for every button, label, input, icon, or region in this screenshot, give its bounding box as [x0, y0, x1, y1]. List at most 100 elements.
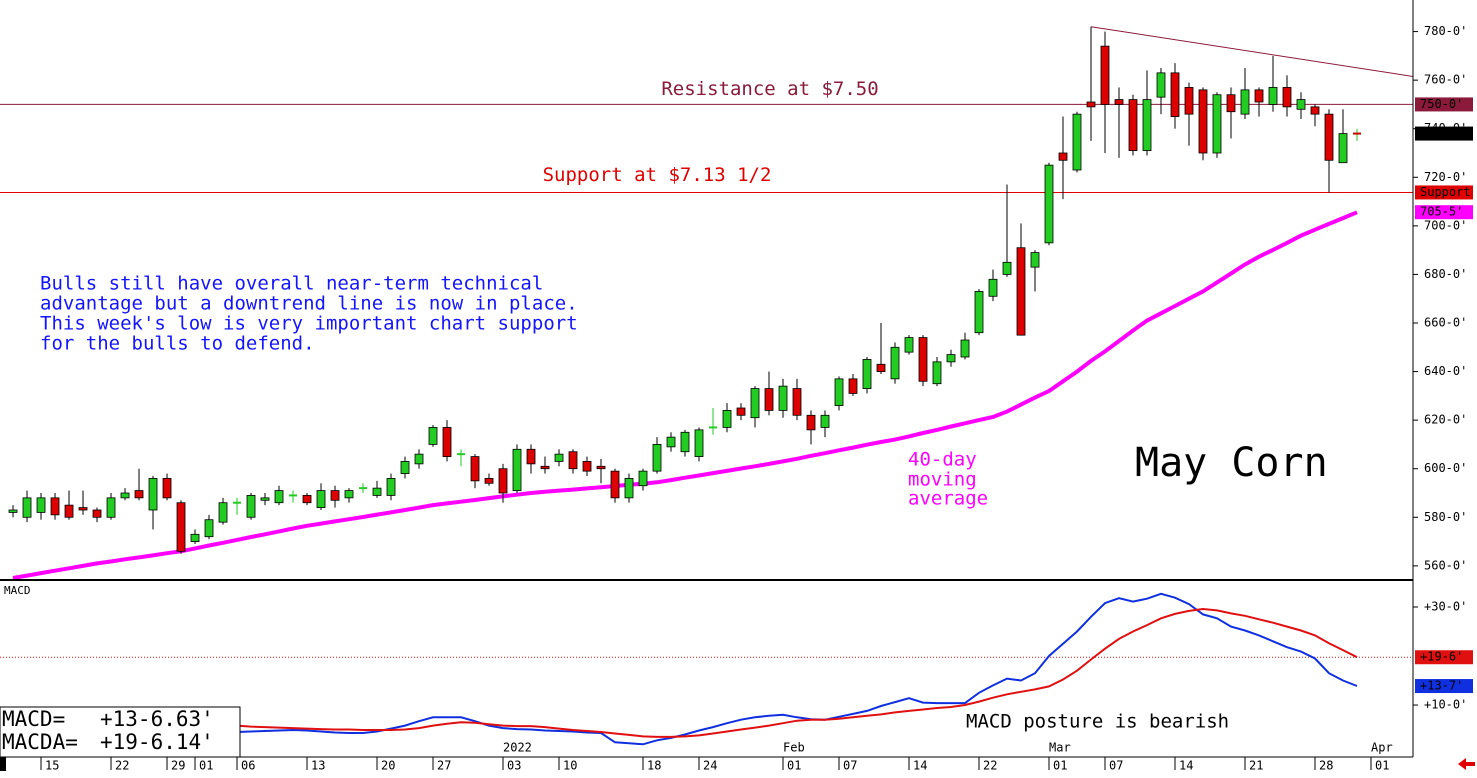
candle-body: [512, 448, 522, 491]
candle-body: [904, 337, 914, 353]
value-box-label: 705-5': [1420, 205, 1463, 219]
note-line: Bulls still have overall near-term techn…: [40, 273, 543, 295]
candle-body: [1142, 99, 1152, 151]
candle-body: [848, 378, 858, 394]
candle-body: [176, 502, 186, 552]
candle-body: [400, 461, 410, 474]
candle-body: [148, 478, 158, 511]
x-tick-label: 10: [563, 759, 577, 773]
x-tick-label: 29: [171, 759, 185, 773]
chart-title: May Corn: [1135, 440, 1328, 486]
candle-body: [1254, 89, 1264, 103]
candle-body: [428, 427, 438, 445]
candle-body: [274, 490, 284, 504]
x-tick-label: 20: [381, 759, 395, 773]
candle-body: [204, 519, 214, 538]
candle-body: [764, 388, 774, 411]
x-tick-label: 01: [1375, 759, 1389, 773]
value-box: [1415, 679, 1473, 694]
candle-body: [246, 495, 256, 518]
candle-body: [652, 444, 662, 472]
candle-body: [1058, 152, 1068, 161]
candle-body: [750, 388, 760, 419]
note-line: for the bulls to defend.: [40, 333, 315, 355]
x-tick-label: 03: [507, 759, 521, 773]
legend-box: [0, 706, 241, 758]
candle-body: [1044, 164, 1054, 244]
x-major-label: Mar: [1049, 741, 1071, 755]
legend-value: +13-6.63': [100, 707, 214, 731]
x-tick-label: 22: [983, 759, 997, 773]
scroll-arrow[interactable]: [1458, 758, 1475, 770]
candle-body: [974, 291, 984, 334]
candle-body: [1072, 113, 1082, 171]
candle-body: [694, 429, 704, 457]
y-tick-label: 640-0': [1424, 364, 1467, 378]
legend-label: MACDA=: [2, 730, 78, 754]
candle-body: [946, 354, 956, 363]
macd-annotation: MACD posture is bearish: [966, 711, 1229, 733]
candle-body: [680, 431, 690, 453]
legend-value: +19-6.14': [100, 730, 214, 754]
candle-body: [1170, 72, 1180, 117]
value-box: [1415, 205, 1473, 220]
candle-body: [22, 497, 32, 518]
candle-body: [106, 497, 116, 518]
x-tick-label: 27: [437, 759, 451, 773]
candle-body: [736, 407, 746, 416]
x-tick-label: 07: [1109, 759, 1123, 773]
x-major-label: 2022: [503, 741, 532, 755]
candle-body: [792, 388, 802, 416]
note-line: This week's low is very important chart …: [40, 313, 578, 335]
candle-body: [1310, 106, 1320, 115]
legend-label: MACD=: [2, 707, 65, 731]
candle-body: [582, 461, 592, 472]
overlay: 560-0' 580-0' 600-0' 620-0' 640-0' 660-0' 680-…: [40, 24, 1477, 773]
x-tick-label: 01: [787, 759, 801, 773]
price-plot: [0, 26, 1413, 579]
candle-body: [960, 339, 970, 358]
candle-body: [190, 533, 200, 542]
legend: MACD= +13-6.63' MACDA= +19-6.14': [0, 706, 241, 758]
candle-body: [1100, 45, 1110, 105]
candle-body: [330, 490, 340, 501]
value-box-label: +19-6': [1420, 650, 1463, 664]
candle-body: [1002, 261, 1012, 275]
candle-body: [820, 414, 830, 428]
candle-body: [134, 490, 144, 499]
x-tick-label: 13: [311, 759, 325, 773]
candle-body: [1268, 87, 1278, 105]
level-label: Support at $7.13 1/2: [543, 164, 772, 186]
value-box: [1415, 126, 1473, 141]
candle-body: [1016, 247, 1026, 336]
x-tick-label: 01: [1053, 759, 1067, 773]
candle-body: [834, 378, 844, 406]
note-line: advantage but a downtrend line is now in…: [40, 293, 578, 315]
y-tick-label: 780-0': [1424, 24, 1467, 38]
y-tick-label: 700-0': [1424, 218, 1467, 232]
candle-body: [540, 465, 550, 470]
value-box-label: 750-0': [1420, 97, 1463, 111]
candle-body: [526, 448, 536, 465]
candle-body: [918, 337, 928, 382]
candle-body: [1086, 101, 1096, 108]
x-tick-label: 21: [1249, 759, 1263, 773]
candle-body: [1156, 72, 1166, 98]
x-tick-label: 06: [241, 759, 255, 773]
ma-label: 40-day: [908, 449, 977, 471]
candle-body: [260, 497, 270, 501]
candle-body: [218, 502, 228, 523]
candle-body: [8, 509, 18, 513]
candle-body: [344, 490, 354, 499]
ma-label: moving: [908, 469, 977, 491]
candle-body: [988, 278, 998, 297]
candle-body: [610, 470, 620, 499]
candle-body: [1184, 87, 1194, 115]
x-major-label: Feb: [783, 741, 805, 755]
candle-body: [316, 490, 326, 508]
candle-body: [554, 453, 564, 462]
candle-body: [498, 468, 508, 494]
x-tick-label: 22: [115, 759, 129, 773]
